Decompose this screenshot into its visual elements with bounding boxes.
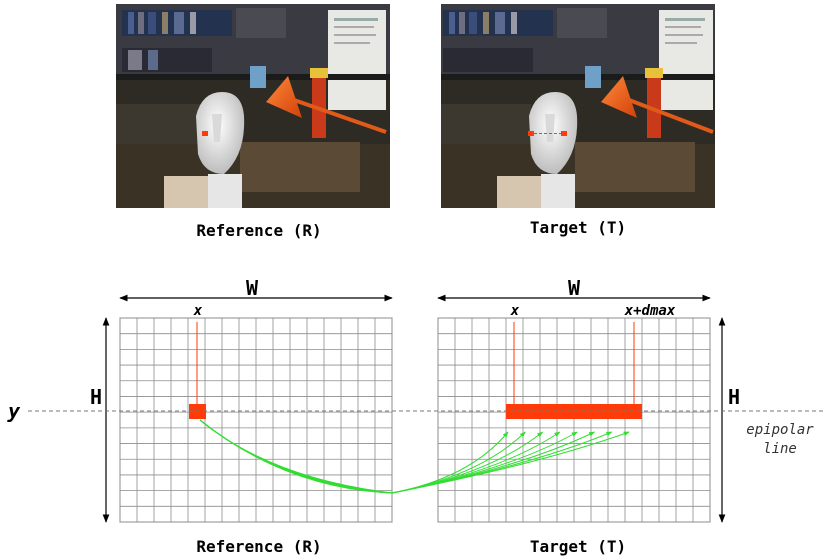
match-curve-right xyxy=(391,431,526,494)
tgt-height-label: H xyxy=(728,385,740,409)
tgt-width-label: W xyxy=(568,276,581,300)
match-curve-left xyxy=(199,419,393,494)
target-grid xyxy=(437,317,711,523)
match-curve-right xyxy=(391,431,561,494)
matching-cost-curves xyxy=(199,419,630,494)
match-curve-left xyxy=(199,419,393,494)
target-photo-caption: Target (T) xyxy=(530,218,626,237)
target-grid-caption: Target (T) xyxy=(530,537,626,556)
reference-grid-caption: Reference (R) xyxy=(196,537,321,556)
reference-photo-caption: Reference (R) xyxy=(196,221,321,240)
match-curve-left xyxy=(199,419,393,494)
tgt-dmax-label: x+dmax xyxy=(624,303,676,319)
match-curve-left xyxy=(199,419,393,494)
tgt-column-label: x xyxy=(510,303,520,319)
match-curve-left xyxy=(199,419,393,494)
match-curve-right xyxy=(391,431,596,494)
ref-width-label: W xyxy=(246,276,259,300)
match-curve-right xyxy=(391,431,509,494)
reference-photo xyxy=(116,4,390,208)
match-curve-right xyxy=(391,431,613,494)
row-label: y xyxy=(7,399,21,423)
match-curve-right xyxy=(391,431,578,494)
target-photo xyxy=(441,4,715,208)
match-curve-right xyxy=(391,431,630,494)
ref-column-label: x xyxy=(193,303,203,319)
match-curve-right xyxy=(391,431,544,494)
match-curve-left xyxy=(199,419,393,494)
reference-grid xyxy=(119,317,393,523)
epipolar-label-line1: epipolar xyxy=(746,422,814,438)
match-curve-left xyxy=(199,419,393,494)
ref-height-label: H xyxy=(90,385,102,409)
epipolar-label-line2: line xyxy=(763,441,797,457)
match-curve-left xyxy=(199,419,393,494)
